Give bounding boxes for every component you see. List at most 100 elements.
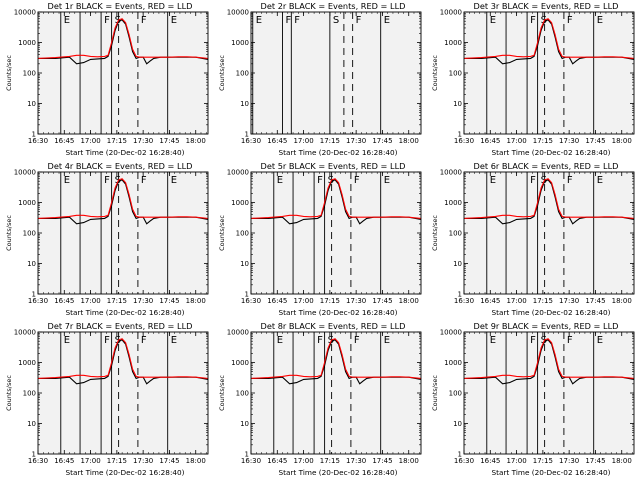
end-boundary-label: E <box>597 15 603 26</box>
y-axis-label: Counts/sec <box>218 215 226 251</box>
x-tick-label: 16:45 <box>480 137 500 145</box>
event-boundary-label: F <box>104 15 110 26</box>
event-boundary-label: F <box>530 335 536 346</box>
event-boundary-label: F <box>317 335 323 346</box>
y-tick-label: 100 <box>236 390 249 398</box>
x-tick-label: 16:30 <box>241 457 261 465</box>
y-tick-label: 10000 <box>227 169 249 177</box>
lld-series-line <box>250 178 422 219</box>
x-tick-label: 17:00 <box>293 137 313 145</box>
panel-title: Det 2r BLACK = Events, RED = LLD <box>261 1 406 11</box>
event-boundary-label: E <box>64 175 70 186</box>
x-tick-label: 17:45 <box>585 297 605 305</box>
x-tick-label: 18:00 <box>399 297 419 305</box>
plot-area <box>38 332 208 454</box>
x-tick-label: 17:45 <box>585 457 605 465</box>
x-tick-label: 18:00 <box>186 137 206 145</box>
y-tick-label: 10000 <box>14 329 36 337</box>
panel-title: Det 9r BLACK = Events, RED = LLD <box>474 321 619 331</box>
y-tick-label: 10000 <box>440 169 462 177</box>
event-boundary-label: E <box>490 335 496 346</box>
plot-frame <box>463 331 635 455</box>
x-tick-label: 17:30 <box>133 457 153 465</box>
x-tick-label: 17:15 <box>320 297 340 305</box>
end-boundary-label: E <box>597 335 603 346</box>
x-tick-label: 18:00 <box>399 137 419 145</box>
y-axis-label: Counts/sec <box>5 215 13 251</box>
panel-chart-svg: Det 5r BLACK = Events, RED = LLD Counts/s… <box>218 161 422 317</box>
x-tick-label: 17:00 <box>80 137 100 145</box>
x-tick-label: 16:30 <box>28 137 48 145</box>
panel-title: Det 6r BLACK = Events, RED = LLD <box>474 161 619 171</box>
end-boundary-label: E <box>384 175 390 186</box>
event-boundary-label: F <box>317 175 323 186</box>
y-axis-label: Counts/sec <box>5 375 13 411</box>
panel-title: Det 8r BLACK = Events, RED = LLD <box>261 321 406 331</box>
x-tick-label: 18:00 <box>186 457 206 465</box>
x-tick-label: 17:45 <box>585 137 605 145</box>
x-tick-label: 16:30 <box>28 297 48 305</box>
x-tick-label: 17:00 <box>293 297 313 305</box>
plot-frame <box>250 331 422 455</box>
x-tick-label: 17:15 <box>107 457 127 465</box>
x-tick-label: 17:00 <box>80 457 100 465</box>
panel-title: Det 1r BLACK = Events, RED = LLD <box>48 1 193 11</box>
panel-chart-svg: Det 4r BLACK = Events, RED = LLD Counts/s… <box>5 161 209 317</box>
y-tick-label: 1 <box>245 291 249 299</box>
x-tick-label: 17:00 <box>506 457 526 465</box>
event-boundary-label: E <box>277 175 283 186</box>
x-tick-label: 17:45 <box>372 137 392 145</box>
y-axis-label: Counts/sec <box>431 215 439 251</box>
x-tick-label: 17:15 <box>107 137 127 145</box>
end-boundary-label: E <box>171 335 177 346</box>
plot-area <box>251 332 421 454</box>
detector-panel: Det 9r BLACK = Events, RED = LLD Counts/s… <box>426 320 639 480</box>
panel-title: Det 3r BLACK = Events, RED = LLD <box>474 1 619 11</box>
plot-area <box>251 12 421 134</box>
x-tick-label: 17:30 <box>559 457 579 465</box>
x-tick-label: 17:30 <box>559 297 579 305</box>
y-tick-label: 10000 <box>14 169 36 177</box>
x-tick-label: 16:30 <box>241 137 261 145</box>
y-tick-label: 10 <box>27 260 36 268</box>
panel-title: Det 7r BLACK = Events, RED = LLD <box>48 321 193 331</box>
detector-panel: Det 7r BLACK = Events, RED = LLD Counts/s… <box>0 320 213 480</box>
plot-frame <box>37 171 209 295</box>
lld-series-line <box>37 18 209 59</box>
x-axis-label: Start Time (20-Dec-02 16:28:40) <box>65 148 184 157</box>
event-boundary-label: F <box>104 175 110 186</box>
panel-chart-svg: Det 6r BLACK = Events, RED = LLD Counts/s… <box>431 161 635 317</box>
x-axis-label: Start Time (20-Dec-02 16:28:40) <box>491 308 610 317</box>
x-tick-label: 16:45 <box>267 457 287 465</box>
x-tick-label: 16:45 <box>54 297 74 305</box>
end-boundary-label: E <box>171 15 177 26</box>
y-tick-label: 10 <box>240 100 249 108</box>
plot-frame <box>37 331 209 455</box>
y-tick-label: 10 <box>453 420 462 428</box>
lld-series-line <box>37 338 209 379</box>
y-axis-label: Counts/sec <box>431 375 439 411</box>
y-tick-label: 10 <box>27 100 36 108</box>
x-tick-label: 17:45 <box>159 137 179 145</box>
x-tick-label: 17:45 <box>159 297 179 305</box>
end-boundary-label: E <box>171 175 177 186</box>
end-boundary-label: E <box>597 175 603 186</box>
x-axis-label: Start Time (20-Dec-02 16:28:40) <box>278 148 397 157</box>
y-tick-label: 1 <box>32 291 36 299</box>
lld-series-line <box>250 338 422 379</box>
plot-frame <box>250 11 422 135</box>
plot-area <box>464 12 634 134</box>
panel-title: Det 4r BLACK = Events, RED = LLD <box>48 161 193 171</box>
plot-frame <box>37 11 209 135</box>
plot-frame <box>463 171 635 295</box>
x-tick-label: 16:45 <box>267 297 287 305</box>
y-tick-label: 10 <box>453 100 462 108</box>
dashed-boundary-label: F <box>356 15 362 26</box>
x-tick-label: 17:15 <box>533 457 553 465</box>
panel-title: Det 5r BLACK = Events, RED = LLD <box>261 161 406 171</box>
dashed-boundary-label: F <box>141 175 147 186</box>
x-tick-label: 16:45 <box>267 137 287 145</box>
event-boundary-label: F <box>286 15 292 26</box>
y-tick-label: 10 <box>240 260 249 268</box>
